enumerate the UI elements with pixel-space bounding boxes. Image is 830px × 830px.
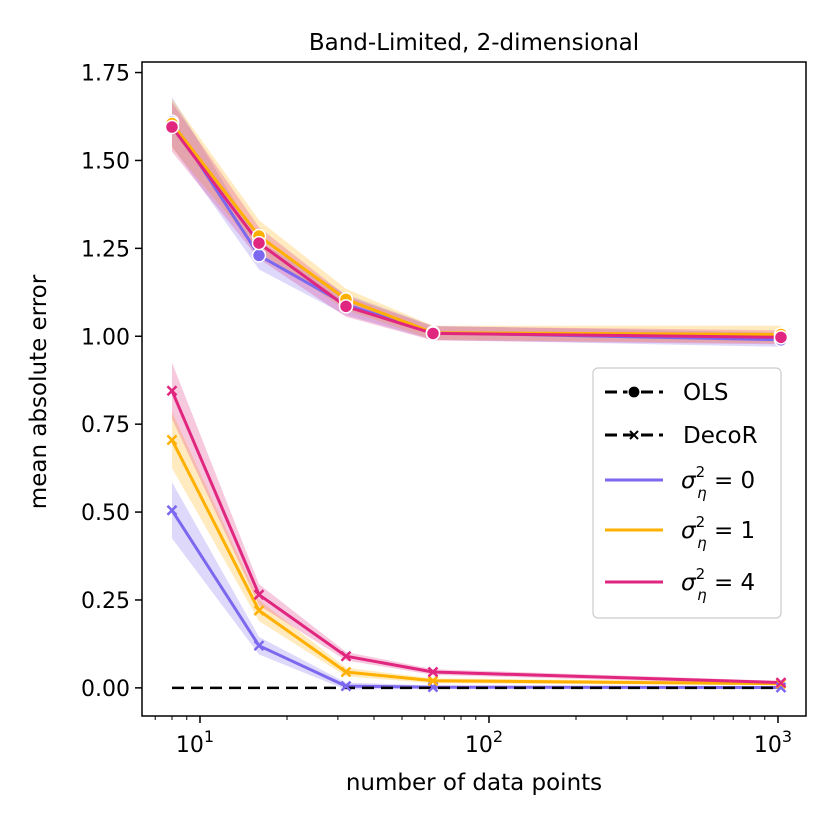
legend-noise-sup: 2 (696, 513, 706, 531)
legend-label-ols: OLS (683, 380, 729, 406)
point-s2-4 (773, 330, 789, 345)
x-tick-exponent: 1 (204, 727, 214, 746)
legend-marker-decor (629, 430, 639, 440)
point-s5-0 (166, 385, 178, 397)
point-s4-0 (166, 434, 178, 446)
x-tick-label-0: 101 (176, 727, 214, 758)
x-tick-base: 10 (465, 733, 493, 758)
point-s2-2 (338, 299, 354, 314)
y-tick-label-4: 1.00 (81, 325, 130, 350)
legend-noise-sup: 2 (696, 565, 706, 583)
legend-noise-base: σ (681, 468, 697, 494)
legend-noise-rest: = 4 (707, 570, 756, 596)
point-s5-4 (775, 677, 787, 688)
x-tick-label-2: 103 (754, 727, 792, 758)
point-s4-2 (340, 666, 352, 678)
point-s2-1 (251, 235, 267, 251)
plot-frame (141, 61, 807, 717)
legend-label-noise-1: σ2 η = 1 (681, 513, 755, 552)
x-tick-base: 10 (754, 733, 782, 758)
legend-marker-ols (627, 385, 641, 399)
legend-noise-sub: η (697, 534, 707, 552)
y-tick-label-1: 0.25 (81, 589, 130, 614)
y-tick-label-3: 0.75 (81, 413, 130, 438)
x-axis-label: number of data points (346, 770, 602, 796)
legend-noise-sub: η (697, 586, 707, 604)
x-tick-exponent: 2 (493, 727, 503, 746)
x-tick-label-1: 102 (465, 727, 503, 758)
point-s3-1 (253, 640, 265, 652)
legend-label-decor: DecoR (683, 423, 758, 449)
point-s3-0 (166, 504, 178, 516)
legend-noise-base: σ (681, 570, 697, 596)
legend-box (592, 367, 782, 619)
legend-noise-sub: η (697, 484, 707, 502)
point-s4-3 (427, 675, 439, 687)
series-markers (164, 114, 789, 693)
point-s0-1 (251, 248, 267, 263)
legend-noise-base: σ (681, 518, 697, 544)
point-s5-1 (253, 589, 265, 601)
y-axis-label: mean absolute error (26, 274, 52, 509)
point-s5-3 (427, 666, 439, 678)
y-tick-label-0: 0.00 (81, 677, 130, 702)
y-tick-label-2: 0.50 (81, 501, 130, 526)
legend-label-noise-0: σ2 η = 0 (681, 463, 755, 502)
legend-noise-rest: = 0 (707, 468, 756, 494)
point-s5-2 (340, 650, 352, 662)
y-tick-label-7: 1.75 (81, 62, 130, 87)
point-s4-1 (253, 605, 265, 616)
point-s2-0 (164, 119, 180, 135)
y-tick-label-5: 1.25 (81, 237, 130, 262)
band-series-2 (172, 102, 781, 345)
legend-label-noise-2: σ2 η = 4 (681, 565, 755, 604)
band-series-1 (172, 98, 781, 344)
x-axis: 101 102 103 (154, 716, 792, 758)
x-tick-exponent: 3 (782, 727, 792, 746)
band-series-0 (172, 97, 781, 347)
legend-noise-rest: = 1 (707, 518, 756, 544)
chart-title: Band-Limited, 2-dimensional (309, 30, 639, 56)
x-tick-base: 10 (176, 733, 204, 758)
point-s2-3 (425, 326, 441, 341)
y-axis: 0.00 0.25 0.50 0.75 1.00 1.25 1.50 1.75 (81, 62, 142, 702)
legend-noise-sup: 2 (696, 463, 706, 481)
y-tick-label-6: 1.50 (81, 149, 130, 174)
point-s3-2 (340, 680, 352, 692)
